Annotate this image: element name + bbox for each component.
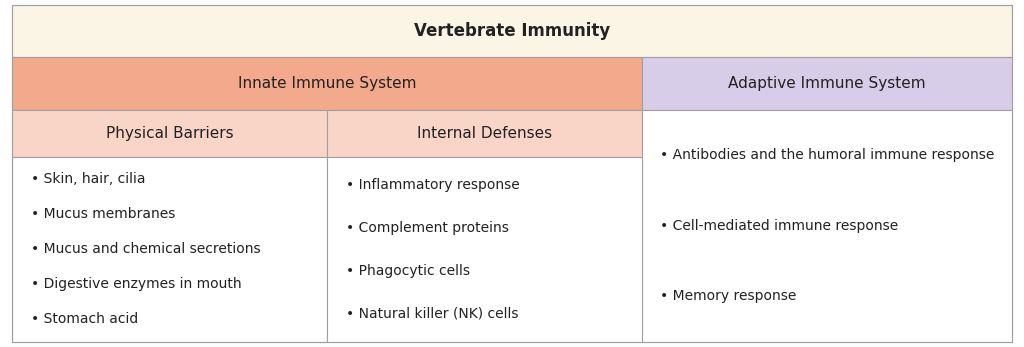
Text: • Digestive enzymes in mouth: • Digestive enzymes in mouth — [31, 277, 242, 291]
Bar — [327, 110, 642, 157]
Text: • Skin, hair, cilia: • Skin, hair, cilia — [31, 172, 145, 186]
Text: Internal Defenses: Internal Defenses — [417, 126, 552, 141]
Bar — [12, 5, 1012, 57]
Bar — [12, 110, 327, 157]
Bar — [642, 110, 1012, 342]
Text: Physical Barriers: Physical Barriers — [105, 126, 233, 141]
Text: Vertebrate Immunity: Vertebrate Immunity — [414, 22, 610, 40]
Text: • Mucus membranes: • Mucus membranes — [31, 207, 175, 221]
Text: • Phagocytic cells: • Phagocytic cells — [345, 264, 470, 278]
Text: • Complement proteins: • Complement proteins — [345, 221, 508, 235]
Bar — [327, 157, 642, 342]
Text: • Stomach acid: • Stomach acid — [31, 312, 138, 326]
Text: • Natural killer (NK) cells: • Natural killer (NK) cells — [345, 307, 518, 321]
Text: • Antibodies and the humoral immune response: • Antibodies and the humoral immune resp… — [660, 148, 994, 162]
Bar — [642, 57, 1012, 110]
Text: Innate Immune System: Innate Immune System — [238, 76, 417, 91]
Text: • Memory response: • Memory response — [660, 289, 797, 303]
Text: Adaptive Immune System: Adaptive Immune System — [728, 76, 926, 91]
Text: • Inflammatory response: • Inflammatory response — [345, 178, 519, 192]
Text: • Cell-mediated immune response: • Cell-mediated immune response — [660, 219, 899, 233]
Text: • Mucus and chemical secretions: • Mucus and chemical secretions — [31, 242, 260, 256]
Bar — [12, 157, 327, 342]
Bar — [12, 57, 642, 110]
